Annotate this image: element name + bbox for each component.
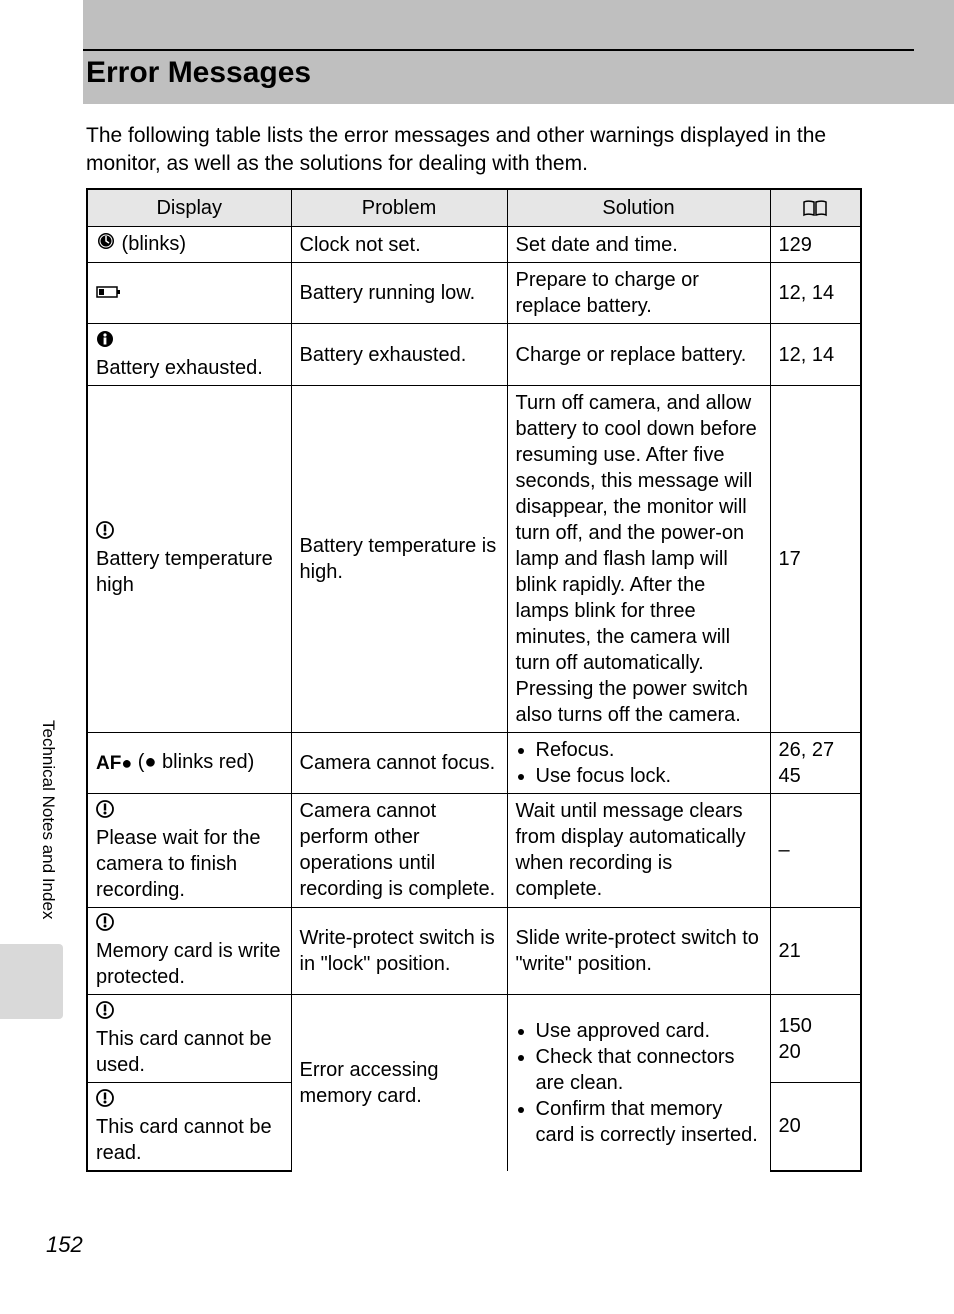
solution-text: Slide write-protect switch to "write" po… <box>516 927 759 975</box>
cell-problem: Error accessing memory card. <box>291 995 507 1171</box>
th-problem: Problem <box>291 189 507 227</box>
error-table-wrap: Display Problem Solution (blinks) Clock n… <box>86 188 860 1172</box>
display-text: This card cannot be read. <box>96 1116 272 1164</box>
warn-icon <box>96 1088 114 1114</box>
cell-solution: Prepare to charge or replace battery. <box>507 263 770 324</box>
cell-problem: Clock not set. <box>291 227 507 263</box>
solution-item: Use focus lock. <box>536 763 762 789</box>
solution-list: Use approved card.Check that connectors … <box>516 1018 762 1148</box>
cell-ref: 20 <box>770 1083 861 1171</box>
display-text: (● blinks red) <box>132 751 254 773</box>
side-section-label: Technical Notes and Index <box>38 720 58 919</box>
table-row: Memory card is write protected.Write-pro… <box>87 907 861 995</box>
solution-text: Prepare to charge or replace battery. <box>516 269 699 317</box>
info-icon <box>96 329 114 355</box>
side-tab <box>0 944 63 1019</box>
cell-ref: 12, 14 <box>770 263 861 324</box>
cell-display <box>87 263 291 324</box>
warn-icon <box>96 799 114 825</box>
solution-item: Use approved card. <box>536 1018 762 1044</box>
table-body: (blinks) Clock not set. Set date and time.… <box>87 227 861 1171</box>
solution-text: Turn off camera, and allow battery to co… <box>516 392 757 726</box>
display-text: Battery exhausted. <box>96 357 263 379</box>
battery-low-icon <box>96 281 122 307</box>
table-row: Battery temperature high Battery temperat… <box>87 385 861 732</box>
page: Error Messages The following table lists… <box>0 0 954 1314</box>
warn-icon <box>96 1000 114 1026</box>
page-number: 152 <box>46 1232 83 1258</box>
table-row: Battery exhausted. Battery exhausted. Char… <box>87 324 861 386</box>
th-display: Display <box>87 189 291 227</box>
cell-problem: Battery running low. <box>291 263 507 324</box>
cell-ref: 12, 14 <box>770 324 861 386</box>
solution-item: Check that connectors are clean. <box>536 1044 762 1096</box>
cell-ref: 21 <box>770 907 861 995</box>
solution-item: Confirm that memory card is correctly in… <box>536 1096 762 1148</box>
cell-display: Please wait for the camera to finish rec… <box>87 793 291 907</box>
cell-solution: Set date and time. <box>507 227 770 263</box>
cell-display: Battery exhausted. <box>87 324 291 386</box>
cell-ref: – <box>770 793 861 907</box>
solution-item: Refocus. <box>536 737 762 763</box>
cell-ref: 129 <box>770 227 861 263</box>
table-row: Battery running low.Prepare to charge or… <box>87 263 861 324</box>
cell-problem: Battery exhausted. <box>291 324 507 386</box>
table-row: This card cannot be used.Error accessing… <box>87 995 861 1083</box>
solution-text: Charge or replace battery. <box>516 344 747 366</box>
cell-display: AF● (● blinks red) <box>87 732 291 793</box>
cell-solution: Turn off camera, and allow battery to co… <box>507 385 770 732</box>
cell-display: (blinks) <box>87 227 291 263</box>
display-text: (blinks) <box>116 233 186 255</box>
book-icon <box>775 199 857 217</box>
th-solution: Solution <box>507 189 770 227</box>
cell-problem: Battery temperature is high. <box>291 385 507 732</box>
clock-icon <box>96 231 116 258</box>
warn-icon <box>96 520 114 546</box>
display-text: Battery temperature high <box>96 548 273 596</box>
display-text: This card cannot be used. <box>96 1028 272 1076</box>
solution-list: Refocus.Use focus lock. <box>516 737 762 789</box>
cell-solution: Refocus.Use focus lock. <box>507 732 770 793</box>
af-icon: AF● <box>96 750 132 777</box>
cell-display: Memory card is write protected. <box>87 907 291 995</box>
cell-ref: 17 <box>770 385 861 732</box>
title-rule <box>83 49 914 51</box>
cell-problem: Camera cannot focus. <box>291 732 507 793</box>
error-table: Display Problem Solution (blinks) Clock n… <box>86 188 862 1172</box>
cell-solution: Charge or replace battery. <box>507 324 770 386</box>
cell-display: This card cannot be read. <box>87 1083 291 1171</box>
th-reference <box>770 189 861 227</box>
intro-text: The following table lists the error mess… <box>86 122 894 179</box>
table-row: (blinks) Clock not set. Set date and time.… <box>87 227 861 263</box>
cell-solution: Wait until message clears from display a… <box>507 793 770 907</box>
cell-ref: 26, 27 45 <box>770 732 861 793</box>
solution-text: Set date and time. <box>516 234 678 256</box>
cell-solution: Slide write-protect switch to "write" po… <box>507 907 770 995</box>
cell-display: This card cannot be used. <box>87 995 291 1083</box>
warn-icon <box>96 912 114 938</box>
cell-ref: 150 20 <box>770 995 861 1083</box>
table-row: AF● (● blinks red)Camera cannot focus.Re… <box>87 732 861 793</box>
display-text: Please wait for the camera to finish rec… <box>96 827 261 901</box>
table-row: Please wait for the camera to finish rec… <box>87 793 861 907</box>
cell-solution: Use approved card.Check that connectors … <box>507 995 770 1171</box>
cell-problem: Camera cannot perform other operations u… <box>291 793 507 907</box>
cell-problem: Write-protect switch is in "lock" positi… <box>291 907 507 995</box>
solution-text: Wait until message clears from display a… <box>516 800 746 900</box>
page-title: Error Messages <box>86 56 311 90</box>
header-left-gap <box>0 0 83 104</box>
cell-display: Battery temperature high <box>87 385 291 732</box>
table-header-row: Display Problem Solution <box>87 189 861 227</box>
display-text: Memory card is write protected. <box>96 940 280 988</box>
